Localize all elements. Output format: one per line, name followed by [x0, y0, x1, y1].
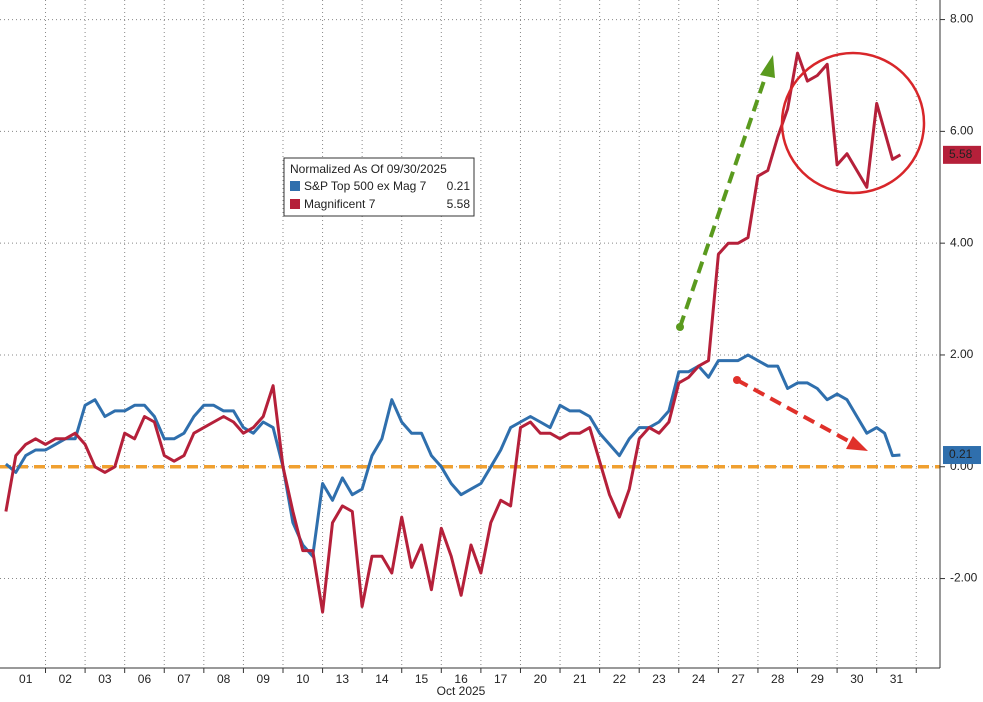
x-tick-label: 08 [217, 672, 231, 686]
x-tick-label: 20 [534, 672, 548, 686]
grid [0, 0, 940, 668]
legend-box [283, 157, 475, 217]
x-tick-label: 06 [138, 672, 152, 686]
red-arrow [736, 378, 853, 445]
x-tick-label: 21 [573, 672, 587, 686]
legend-label: Magnificent 7 [304, 197, 376, 211]
legend-label: S&P Top 500 ex Mag 7 [304, 179, 427, 193]
x-tick-label: 07 [177, 672, 191, 686]
last-value-label: 0.21 [949, 447, 973, 461]
last-value-label: 5.58 [949, 147, 973, 161]
last-value-badge [943, 145, 981, 164]
red-dot [733, 376, 741, 384]
last-value-badge [943, 446, 981, 465]
x-tick-label: 02 [59, 672, 73, 686]
x-tick-label: 30 [850, 672, 864, 686]
x-tick-label: 01 [19, 672, 33, 686]
x-tick-label: 15 [415, 672, 429, 686]
x-tick-label: 27 [731, 672, 745, 686]
x-tick-label: 13 [336, 672, 350, 686]
legend-swatch [290, 199, 300, 209]
y-tick-label: 8.00 [950, 12, 974, 26]
legend-value: 5.58 [447, 197, 471, 211]
x-tick-label: 17 [494, 672, 508, 686]
x-tick-label: 29 [811, 672, 825, 686]
series-line [4, 353, 901, 558]
lines [0, 51, 940, 614]
x-tick-label: 10 [296, 672, 310, 686]
y-tick-label: 6.00 [950, 124, 974, 138]
green-arrow [678, 71, 769, 328]
x-tick-label: 09 [257, 672, 271, 686]
legend-swatch [290, 181, 300, 191]
red-arrowhead [846, 436, 868, 451]
x-tick-label: 14 [375, 672, 389, 686]
x-tick-label: 22 [613, 672, 627, 686]
x-axis-label: Oct 2025 [437, 684, 486, 698]
annotations [676, 51, 926, 451]
y-tick-label: 4.00 [950, 235, 974, 249]
x-tick-label: 16 [454, 672, 468, 686]
y-tick-label: 2.00 [950, 347, 974, 361]
y-tick-label: -2.00 [950, 571, 978, 585]
x-tick-label: 28 [771, 672, 785, 686]
green-dot [676, 323, 684, 331]
highlight-circle [780, 51, 926, 195]
legend-value: 0.21 [447, 179, 471, 193]
legend-title: Normalized As Of 09/30/2025 [290, 162, 447, 176]
legend: Normalized As Of 09/30/2025 S&P Top 500 … [283, 157, 475, 217]
x-tick-label: 23 [652, 672, 666, 686]
series-line [4, 51, 902, 614]
x-tick-label: 31 [890, 672, 904, 686]
x-tick-label: 03 [98, 672, 112, 686]
green-arrowhead [760, 55, 775, 78]
x-tick-label: 24 [692, 672, 706, 686]
